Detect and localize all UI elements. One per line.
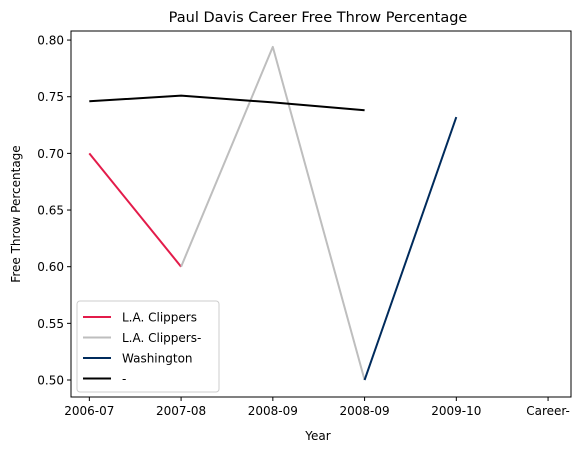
x-tick-label: 2008-09 <box>340 404 390 418</box>
x-tick-label: 2006-07 <box>64 404 114 418</box>
plot-area <box>88 45 458 381</box>
legend-label: - <box>122 372 126 386</box>
y-tick-label: 0.75 <box>37 90 64 104</box>
x-axis: 2006-07 2007-08 2008-09 2008-09 2009-10 Caree… <box>64 397 570 418</box>
series-line-4 <box>89 94 365 112</box>
legend-box <box>76 300 220 393</box>
x-axis-label: Year <box>304 429 330 443</box>
y-axis-label: Free Throw Percentage <box>9 145 23 282</box>
legend: L.A. Clippers L.A. Clippers- Washington - <box>76 300 220 393</box>
y-tick-label: 0.50 <box>37 374 64 388</box>
series-line-1 <box>88 152 182 268</box>
y-tick-label: 0.60 <box>37 260 64 274</box>
y-tick-label: 0.55 <box>37 317 64 331</box>
legend-label: L.A. Clippers <box>122 311 197 325</box>
legend-label: Washington <box>122 352 193 366</box>
x-tick-label: 2008-09 <box>248 404 298 418</box>
x-tick-label: 2009-10 <box>431 404 481 418</box>
y-tick-label: 0.70 <box>37 147 64 161</box>
legend-label: L.A. Clippers- <box>122 331 201 345</box>
x-tick-label: 2007-08 <box>156 404 206 418</box>
y-tick-label: 0.65 <box>37 204 64 218</box>
plot-frame <box>70 30 572 398</box>
y-axis: 0.50 0.55 0.60 0.65 0.70 0.75 0.80 <box>37 34 71 388</box>
y-tick-label: 0.80 <box>37 34 64 48</box>
legend-entries: L.A. Clippers L.A. Clippers- Washington - <box>83 311 201 386</box>
chart-title: Paul Davis Career Free Throw Percentage <box>169 10 468 26</box>
series-line-3 <box>363 116 458 381</box>
x-tick-label: Career- <box>526 404 570 418</box>
series-line-2 <box>180 45 366 381</box>
